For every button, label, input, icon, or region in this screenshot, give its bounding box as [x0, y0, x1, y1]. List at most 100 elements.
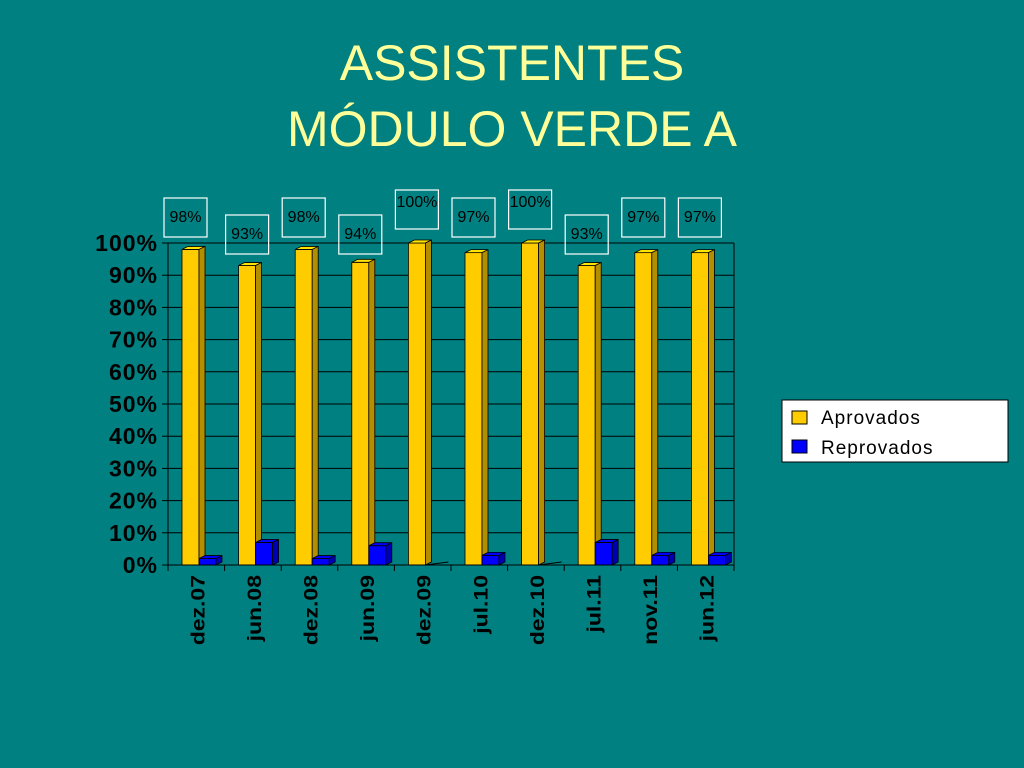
x-tick-label: dez.07	[187, 575, 209, 645]
bar-reprovados-side	[272, 538, 280, 566]
legend-swatch-aprovados	[791, 410, 808, 425]
bar-reprovados	[198, 554, 223, 566]
x-tick-label: jun.08	[243, 575, 265, 643]
bar-aprovados	[238, 261, 263, 566]
data-label-box	[163, 197, 208, 238]
bar-aprovados-side	[198, 245, 206, 566]
bar-aprovados	[577, 261, 602, 566]
data-label: 98%	[163, 197, 208, 238]
bar-reprovados-front	[255, 542, 274, 566]
bar-aprovados-side	[255, 261, 263, 566]
data-label-box	[451, 197, 496, 238]
bar-aprovados-front	[351, 261, 370, 566]
bar-aprovados-side	[311, 245, 319, 566]
data-label-box	[281, 197, 326, 238]
data-label-text: 93%	[571, 226, 603, 243]
data-label: 97%	[451, 197, 496, 238]
x-tick-label: dez.08	[300, 575, 322, 645]
data-label-text: 94%	[344, 226, 376, 243]
data-label-text: 97%	[457, 209, 489, 226]
bar-aprovados-side	[368, 258, 376, 566]
bar-aprovados-side	[708, 249, 715, 566]
bar-aprovados-front	[577, 265, 596, 566]
bar-aprovados-side	[651, 249, 659, 566]
bar-reprovados	[368, 542, 393, 566]
bar-aprovados	[464, 249, 489, 566]
data-label-text: 93%	[231, 226, 263, 243]
bar-aprovados-side	[594, 261, 602, 566]
bar-aprovados-front	[407, 242, 426, 566]
bar-aprovados-front	[238, 265, 257, 566]
bar-reprovados	[708, 551, 732, 566]
data-label: 94%	[338, 214, 383, 255]
bar-aprovados	[181, 245, 206, 566]
bar-reprovados	[311, 554, 336, 566]
y-tick-label: 30%	[109, 455, 158, 481]
legend-label-aprovados: Aprovados	[821, 408, 921, 429]
bar-reprovados	[255, 538, 280, 566]
data-label: 100%	[394, 189, 439, 230]
bar-reprovados-side	[668, 551, 676, 566]
x-tick-label: jun.09	[357, 575, 379, 643]
bar-reprovados-front	[368, 545, 387, 566]
legend-swatch-reprovados	[791, 439, 808, 454]
x-tick-label: dez.10	[526, 575, 548, 645]
data-label-text: 100%	[510, 194, 551, 211]
bar-reprovados	[481, 551, 506, 566]
bar-reprovados	[594, 538, 619, 566]
bar-aprovados	[407, 239, 432, 566]
data-label-box	[677, 197, 723, 238]
bar-reprovados-front	[311, 558, 330, 566]
bar-reprovados-side	[498, 551, 506, 566]
legend-box	[781, 399, 1009, 463]
data-label-text: 97%	[684, 209, 716, 226]
bar-reprovados-front	[481, 554, 500, 566]
x-tick-label: jun.12	[696, 575, 718, 642]
bars-layer	[181, 239, 732, 566]
data-label: 97%	[677, 197, 723, 238]
chart-legend: Aprovados Reprovados	[781, 399, 1009, 463]
bar-reprovados-front	[198, 558, 217, 566]
bar-aprovados	[634, 249, 659, 566]
bar-reprovados-front	[594, 542, 613, 566]
bar-aprovados	[351, 258, 376, 566]
bar-aprovados	[294, 245, 319, 566]
y-tick-label: 90%	[109, 262, 158, 288]
data-label-box	[225, 214, 270, 255]
bar-reprovados-side	[215, 554, 223, 566]
data-label-text: 98%	[288, 209, 320, 226]
legend-label-reprovados: Reprovados	[821, 438, 933, 459]
bar-aprovados-side	[481, 249, 489, 566]
data-label-box	[564, 214, 609, 255]
y-tick-label: 70%	[109, 327, 158, 353]
data-label-text: 100%	[396, 194, 437, 211]
labels-layer: 98% 93% 98% 94% 100% 97% 100% 93% 97% 97%	[163, 189, 723, 255]
data-label-box	[621, 197, 666, 238]
data-label: 93%	[564, 214, 609, 255]
data-label: 98%	[281, 197, 326, 238]
bar-reprovados-front	[651, 554, 670, 566]
data-label: 97%	[621, 197, 666, 238]
bar-aprovados-side	[424, 239, 432, 566]
bar-aprovados	[521, 239, 545, 566]
bar-reprovados-side	[328, 554, 336, 566]
y-tick-label: 60%	[109, 359, 158, 385]
data-label-box	[508, 189, 553, 230]
data-label-box	[338, 214, 383, 255]
y-tick-label: 20%	[109, 488, 158, 514]
bar-reprovados-side	[725, 551, 732, 566]
bar-reprovados	[651, 551, 676, 566]
y-tick-label: 10%	[109, 520, 158, 546]
y-tick-label: 40%	[109, 423, 158, 449]
bar-aprovados-front	[464, 252, 483, 566]
bar-reprovados-front	[708, 554, 726, 566]
data-label-text: 97%	[627, 209, 659, 226]
bar-aprovados-front	[521, 242, 539, 566]
y-tick-label: 80%	[109, 294, 158, 320]
y-tick-label: 100%	[95, 230, 158, 256]
bar-reprovados-side	[611, 538, 619, 566]
slide-title-line2: MÓDULO VERDE A	[286, 101, 738, 157]
data-label-box	[394, 189, 439, 230]
y-tick-label: 0%	[123, 552, 158, 578]
